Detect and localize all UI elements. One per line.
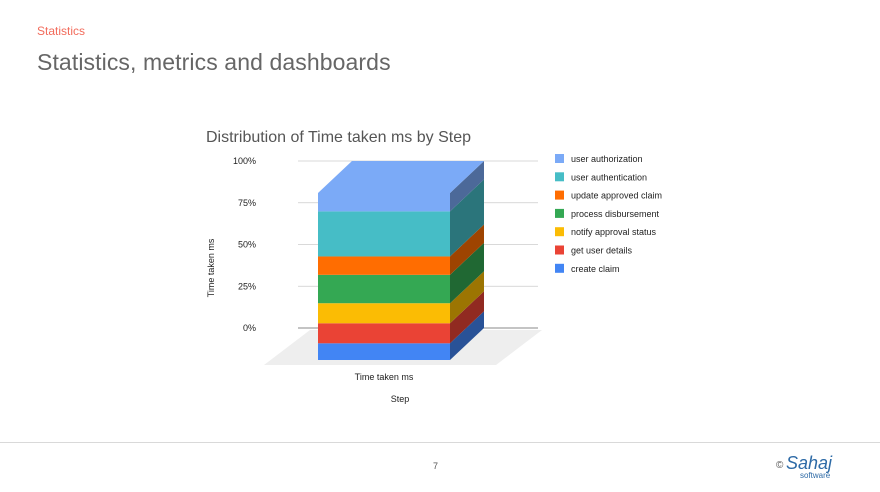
page-title: Statistics, metrics and dashboards (37, 49, 391, 75)
x-tick-labels: Time taken ms (355, 372, 414, 382)
legend-swatch (555, 190, 564, 200)
legend-swatch (555, 208, 564, 218)
legend-label: update approved claim (571, 191, 662, 201)
stacked-bar (318, 161, 484, 360)
legend-label: notify approval status (571, 227, 657, 237)
legend-label: create claim (571, 264, 620, 274)
legend-label: process disbursement (571, 209, 660, 219)
bar-segment-side (450, 179, 484, 257)
legend-swatch (555, 227, 564, 237)
y-tick-label: 100% (233, 156, 256, 166)
logo-subtitle: software (800, 471, 831, 480)
section-kicker: Statistics (37, 24, 86, 38)
y-axis-title: Time taken ms (206, 238, 216, 297)
chart-title: Distribution of Time taken ms by Step (206, 129, 471, 146)
bar-segment (318, 211, 450, 257)
x-axis-title: Step (391, 394, 410, 404)
bar-segment-side (450, 224, 484, 275)
bar-segment (318, 303, 450, 324)
bar-segment (318, 343, 450, 360)
legend-label: user authentication (571, 172, 647, 182)
chart: Distribution of Time taken ms by Step 10… (190, 118, 680, 418)
bar-segment (318, 256, 450, 275)
y-tick-labels: 100% 75% 50% 25% 0% (233, 156, 256, 333)
footer-divider (0, 442, 880, 443)
bar-segment-side (450, 161, 484, 212)
legend-label: get user details (571, 246, 633, 256)
logo-brand: Sahaj (786, 453, 833, 473)
bar-segment-side (450, 242, 484, 304)
legend-label: user authorization (571, 154, 643, 164)
legend-swatch (555, 154, 564, 163)
chart-svg: Distribution of Time taken ms by Step 10… (206, 129, 662, 404)
bar-segment (318, 323, 450, 344)
y-tick-label: 75% (238, 198, 256, 208)
x-tick-label: Time taken ms (355, 372, 414, 382)
page-number: 7 (433, 461, 439, 471)
bar-segment-side (450, 291, 484, 344)
bar-segment-side (450, 311, 484, 360)
y-tick-label: 0% (243, 323, 256, 333)
y-tick-label: 25% (238, 281, 256, 291)
legend-swatch (555, 245, 564, 255)
legend-swatch (555, 263, 564, 273)
company-logo: © Sahaj software (776, 453, 846, 485)
legend-swatch (555, 172, 564, 182)
legend: user authorization user authentication upd… (555, 154, 662, 274)
bar-segment-side (450, 271, 484, 324)
bar-segment (318, 193, 450, 212)
y-tick-label: 50% (238, 240, 256, 250)
bar-segment (318, 274, 450, 304)
copyright-symbol: © (776, 460, 784, 471)
bar-top-face (318, 161, 484, 193)
